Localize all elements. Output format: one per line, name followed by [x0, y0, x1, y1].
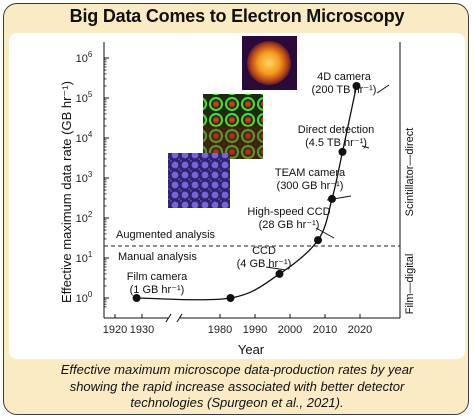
data-point: [328, 194, 336, 203]
annotation-label: Direct detection (4.5 TB hr⁻¹): [298, 124, 374, 149]
y-tick-label: 106: [76, 50, 93, 65]
augmented-analysis-label: Augmented analysis: [116, 229, 216, 241]
film-digital-label: Film—digital: [404, 254, 416, 315]
4d-camera-disc: [247, 41, 291, 85]
annotation-label: 4D camera (200 TB hr⁻¹): [312, 71, 377, 96]
data-point: [352, 81, 361, 90]
caption-line-2: showing the rapid increase associated wi…: [69, 378, 405, 394]
x-axis-title: Year: [238, 342, 265, 357]
y-tick-label: 101: [76, 250, 93, 265]
data-point: [338, 147, 347, 156]
x-tick-label: 2020: [348, 324, 372, 336]
annotation-label: Film camera (1 GB hr⁻¹): [127, 271, 188, 296]
x-tick-label: 2010: [313, 324, 337, 336]
annotation-leader: [315, 227, 335, 239]
direct-detection-image: [203, 94, 263, 159]
annotation-label: High-speed CCD (28 GB hr⁻¹): [247, 206, 330, 231]
x-tick-label: 2000: [278, 324, 302, 336]
annotation-leader: [361, 145, 370, 149]
figure-caption: Effective maximum microscope data-produc…: [14, 362, 460, 412]
data-point: [314, 236, 322, 245]
data-point: [132, 294, 141, 302]
x-tick-label: 1930: [130, 324, 154, 336]
annotations: Film camera (1 GB hr⁻¹) CCD (4 GB hr⁻¹) High…: [127, 71, 377, 296]
x-tick-label: 1980: [208, 324, 232, 336]
x-tick-label: 1990: [243, 324, 267, 336]
x-tick-label: 1920: [103, 324, 127, 336]
annotation-leader: [376, 84, 390, 94]
scintillator-direct-label: Scintillator—direct: [404, 128, 416, 217]
data-point: [226, 294, 235, 302]
chart-panel: [9, 33, 465, 359]
y-tick-label: 102: [76, 210, 93, 225]
data-points: [132, 81, 361, 302]
axes: 100 101 102 103 104 105 106 1920 1930 1980 1990 200…: [76, 42, 401, 336]
axis-break-mark: [165, 313, 172, 323]
caption-line-3: technologies (Spurgeon et al., 2021).: [130, 395, 344, 410]
y-tick-label: 100: [76, 290, 93, 305]
annotation-label: CCD (4 GB hr⁻¹): [237, 245, 292, 270]
annotation-leader: [265, 266, 287, 271]
y-tick-label: 103: [76, 170, 93, 185]
y-axis-title: Effective maximum data rate (GB hr⁻¹): [59, 81, 74, 303]
figure-title: Big Data Comes to Electron Microscopy: [69, 6, 405, 26]
axis-break-mark: [176, 313, 183, 323]
data-point: [275, 269, 284, 278]
y-tick-label: 105: [76, 90, 93, 105]
high-speed-ccd-image: [168, 153, 230, 208]
y-tick-label: 104: [76, 130, 93, 145]
manual-analysis-label: Manual analysis: [118, 251, 197, 263]
annotation-label: TEAM camera (300 GB hr⁻¹): [275, 167, 346, 192]
caption-line-1: Effective maximum microscope data-produc…: [60, 362, 414, 377]
